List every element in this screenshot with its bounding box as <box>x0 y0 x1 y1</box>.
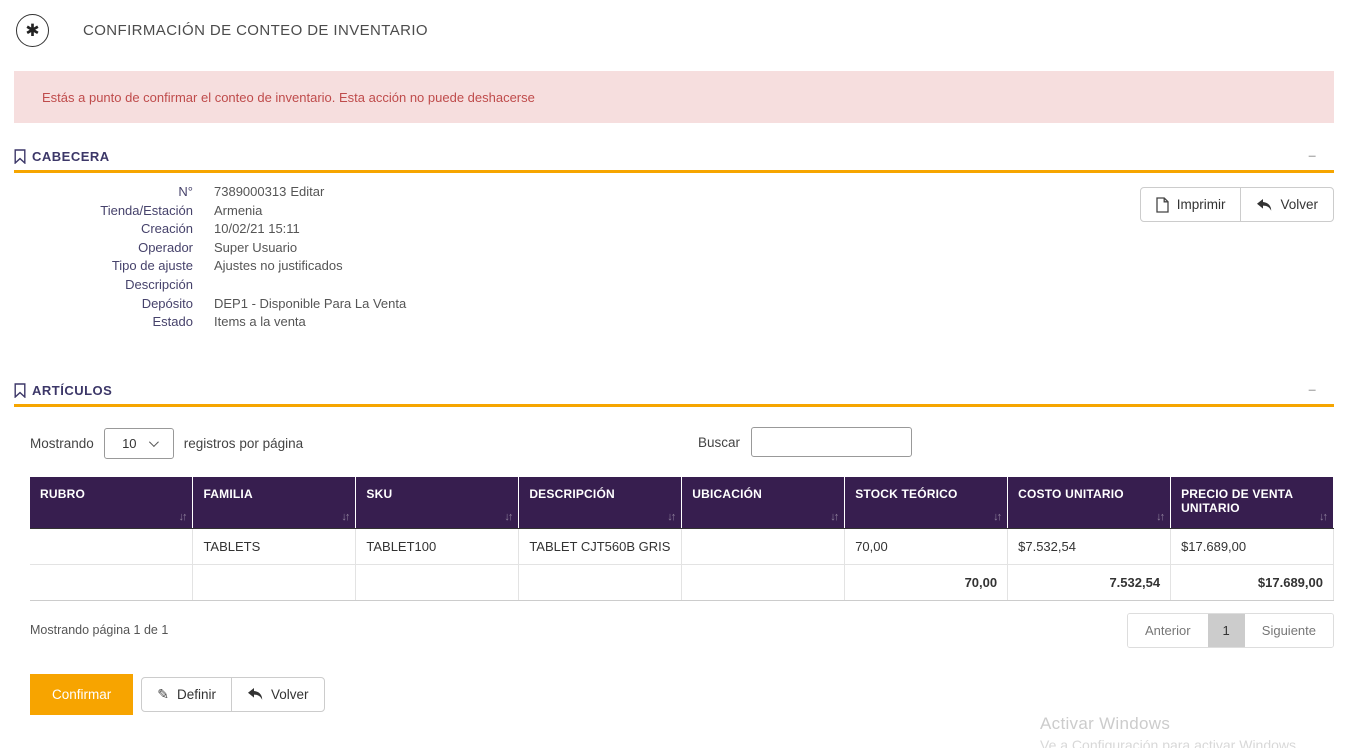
cell-ubicacion <box>681 528 846 565</box>
cell-precio: $17.689,00 <box>1170 528 1334 565</box>
cell-costo: $7.532,54 <box>1007 528 1172 565</box>
field-label: Creación <box>140 221 193 237</box>
cabecera-body: N° 7389000313 Editar Tienda/Estación Arme… <box>0 183 1334 343</box>
volver-top-button[interactable]: Volver <box>1240 187 1334 222</box>
col-precio-venta: PRECIO DE VENTA UNITARIO ↓↑ <box>1170 477 1334 529</box>
col-descripcion: DESCRIPCIÓN ↓↑ <box>518 477 683 529</box>
field-row: Creación 10/02/21 15:11 <box>0 220 1334 239</box>
field-label: N° <box>178 184 193 199</box>
field-row: Tienda/Estación Armenia <box>0 202 1334 221</box>
cell-stock: 70,00 <box>844 528 1009 565</box>
field-row: Tipo de ajuste Ajustes no justificados <box>0 257 1334 276</box>
imprimir-button[interactable]: Imprimir <box>1139 187 1242 222</box>
pdf-file-icon <box>1156 196 1169 213</box>
field-value: Ajustes no justificados <box>214 258 343 274</box>
col-stock-teorico: STOCK TEÓRICO ↓↑ <box>844 477 1009 529</box>
warning-alert: Estás a punto de confirmar el conteo de … <box>14 71 1334 123</box>
total-costo: 7.532,54 <box>1007 564 1172 601</box>
field-value: Items a la venta <box>214 314 306 330</box>
field-value: DEP1 - Disponible Para La Venta <box>214 295 407 311</box>
pagination: Anterior 1 Siguiente <box>1127 612 1334 648</box>
field-label: Estado <box>152 314 193 330</box>
sort-icon[interactable]: ↓↑ <box>1319 510 1328 523</box>
field-label: Tipo de ajuste <box>111 258 193 274</box>
table-controls: Mostrando 10 registros por página Buscar <box>30 427 1334 459</box>
cabecera-buttons: Imprimir Volver <box>1139 187 1334 222</box>
page-title: CONFIRMACIÓN DE CONTEO DE INVENTARIO <box>83 22 428 39</box>
field-value: Super Usuario <box>214 239 298 255</box>
bottom-actions: Confirmar ✎ Definir Volver <box>30 673 1334 715</box>
articulos-title: ARTÍCULOS <box>32 383 113 398</box>
confirmar-button[interactable]: Confirmar <box>30 673 134 715</box>
table-footer: Mostrando página 1 de 1 Anterior 1 Sigui… <box>30 612 1334 648</box>
col-rubro: RUBRO ↓↑ <box>30 477 194 529</box>
top-bar: ✱ CONFIRMACIÓN DE CONTEO DE INVENTARIO <box>0 0 1348 47</box>
page-size-select[interactable]: 10 <box>103 427 174 459</box>
previous-page-button[interactable]: Anterior <box>1128 613 1208 647</box>
field-label: Operador <box>138 239 193 255</box>
field-row: Descripción <box>0 276 1334 295</box>
total-stock: 70,00 <box>844 564 1009 601</box>
bookmark-icon <box>14 383 26 398</box>
cell-rubro <box>30 528 194 565</box>
next-page-button[interactable]: Siguiente <box>1244 613 1333 647</box>
total-precio: $17.689,00 <box>1170 564 1334 601</box>
field-row: Depósito DEP1 - Disponible Para La Venta <box>0 295 1334 314</box>
articulos-section-header: ARTÍCULOS – <box>14 379 1334 407</box>
editar-link[interactable]: Editar <box>290 184 325 199</box>
chevron-down-icon <box>148 436 159 447</box>
pencil-icon: ✎ <box>157 685 169 702</box>
field-label: Depósito <box>141 295 193 311</box>
pinwheel-icon: ✱ <box>25 20 40 40</box>
cabecera-title: CABECERA <box>32 149 110 164</box>
reply-arrow-icon <box>1257 198 1272 211</box>
field-value: Armenia <box>214 202 263 218</box>
articulos-collapse-button[interactable]: – <box>1308 381 1316 397</box>
field-row: Operador Super Usuario <box>0 239 1334 258</box>
field-label: Tienda/Estación <box>100 202 193 218</box>
secondary-actions: ✎ Definir Volver <box>141 676 325 712</box>
sort-icon[interactable]: ↓↑ <box>341 510 350 523</box>
col-costo-unitario: COSTO UNITARIO ↓↑ <box>1007 477 1172 529</box>
sort-icon[interactable]: ↓↑ <box>830 510 839 523</box>
volver-bottom-button[interactable]: Volver <box>231 676 325 712</box>
pagination-info: Mostrando página 1 de 1 <box>30 623 169 637</box>
articles-table: RUBRO ↓↑ FAMILIA ↓↑ SKU ↓↑ DESCRIPCIÓN ↓↑ UB… <box>30 477 1334 601</box>
table-row[interactable]: TABLETS TABLET100 TABLET CJT560B GRIS 70… <box>30 528 1334 565</box>
cell-sku: TABLET100 <box>355 528 520 565</box>
search-area: Buscar <box>698 427 913 457</box>
sort-icon[interactable]: ↓↑ <box>1156 510 1165 523</box>
activate-windows-watermark-line2: Ve a Configuración para activar Windows. <box>1040 737 1300 748</box>
search-input[interactable] <box>751 427 913 457</box>
bookmark-icon <box>14 149 26 164</box>
activate-windows-watermark: Activar Windows <box>1040 714 1171 733</box>
field-value: 10/02/21 15:11 <box>214 221 300 237</box>
cell-familia: TABLETS <box>192 528 357 565</box>
length-menu-suffix: registros por página <box>183 435 304 451</box>
col-familia: FAMILIA ↓↑ <box>192 477 357 529</box>
reply-arrow-icon <box>248 688 263 700</box>
app-logo-icon: ✱ <box>16 14 49 47</box>
sort-icon[interactable]: ↓↑ <box>178 510 187 523</box>
alert-message: Estás a punto de confirmar el conteo de … <box>42 89 535 105</box>
sort-icon[interactable]: ↓↑ <box>504 510 513 523</box>
search-label: Buscar <box>698 434 741 450</box>
cell-descripcion: TABLET CJT560B GRIS <box>518 528 683 565</box>
col-ubicacion: UBICACIÓN ↓↑ <box>681 477 846 529</box>
field-value: 7389000313 Editar <box>214 184 325 199</box>
definir-button[interactable]: ✎ Definir <box>141 676 233 712</box>
sort-icon[interactable]: ↓↑ <box>993 510 1002 523</box>
length-menu-prefix: Mostrando <box>30 435 94 451</box>
field-label: Descripción <box>125 276 193 292</box>
cabecera-section-header: CABECERA – <box>14 145 1334 173</box>
current-page-button[interactable]: 1 <box>1207 613 1245 647</box>
field-row: Estado Items a la venta <box>0 313 1334 332</box>
cabecera-collapse-button[interactable]: – <box>1308 147 1316 163</box>
totals-row: 70,00 7.532,54 $17.689,00 <box>30 564 1334 601</box>
col-sku: SKU ↓↑ <box>355 477 520 529</box>
sort-icon[interactable]: ↓↑ <box>667 510 676 523</box>
table-header-row: RUBRO ↓↑ FAMILIA ↓↑ SKU ↓↑ DESCRIPCIÓN ↓↑ UB… <box>30 477 1334 529</box>
field-row: N° 7389000313 Editar <box>0 183 1334 202</box>
